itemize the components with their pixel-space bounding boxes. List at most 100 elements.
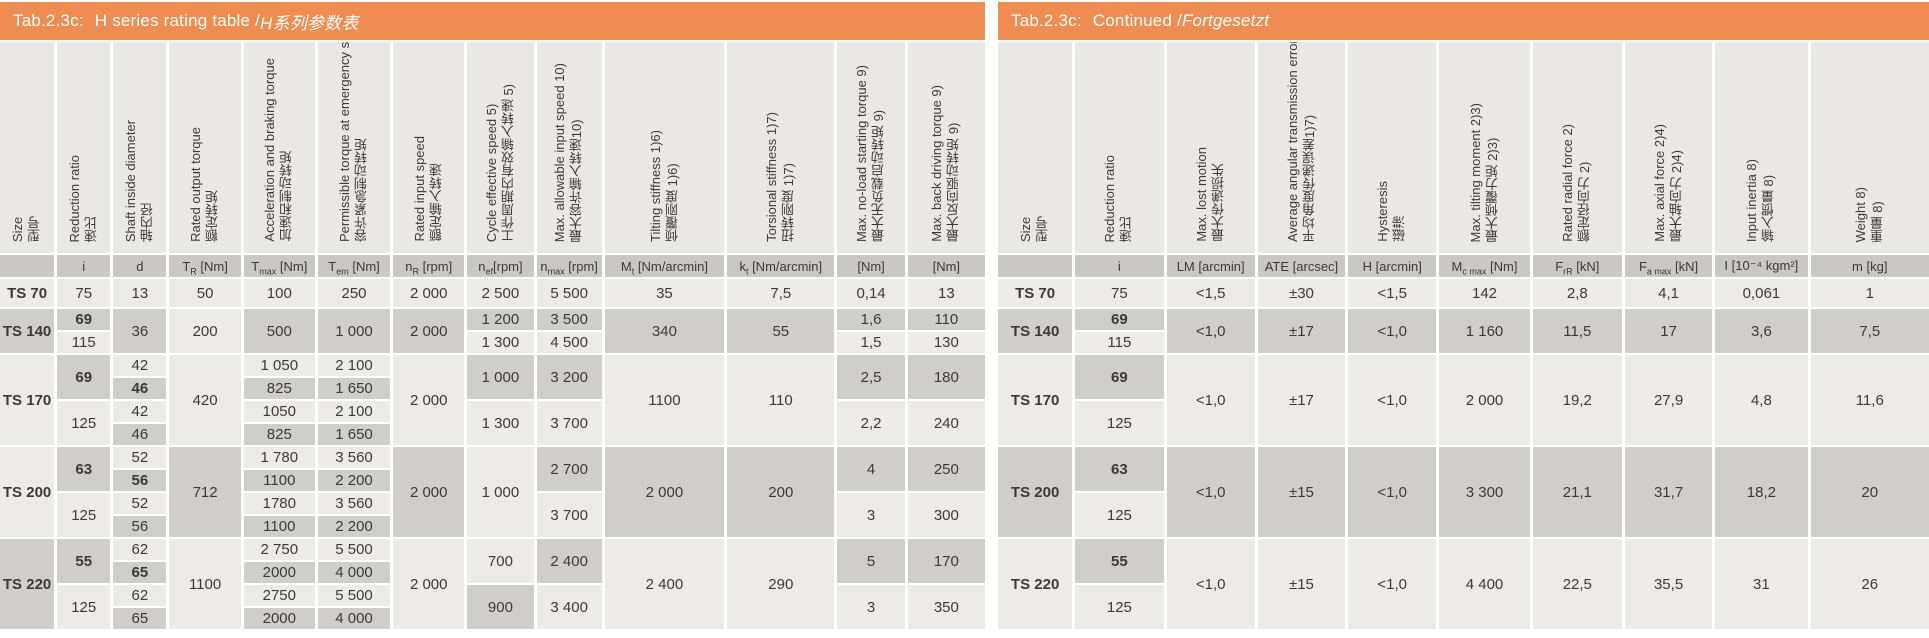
- col-header-rated-input-speed: Rated input speed 额定输入转速: [393, 42, 465, 253]
- value-cell: 2000: [243, 562, 315, 583]
- unit-cell: m [kg]: [1810, 255, 1929, 277]
- value-cell: <1,0: [1348, 447, 1437, 537]
- row-ts70: TS 70 75 <1,5 ±30 <1,5 142 2,8 4,1 0,061…: [998, 279, 1929, 307]
- unit-cell: kt [Nm/arcmin]: [727, 255, 835, 277]
- value-cell: 69: [57, 355, 111, 399]
- value-cell: 2 000: [393, 539, 465, 629]
- value-cell: ±15: [1257, 539, 1346, 629]
- col-header-acceleration-braking-torque: Acceleration and braking torque 加速和制动转矩: [243, 42, 315, 253]
- value-cell: 35,5: [1624, 539, 1713, 629]
- value-cell: 3 200: [536, 355, 602, 399]
- left-table-container: Size 型号 Reduction ratio 速比 Shaft inside di…: [0, 42, 985, 629]
- col-header-max-lost-motion: Max. lost motion 最大传递损失: [1166, 42, 1255, 253]
- row-ts170-2: 125: [998, 401, 1929, 445]
- right-table-title: Tab.2.3c: Continued / Fortgesetzt: [998, 2, 1929, 40]
- row-ts220-1: TS 220 55 62 1100 2 750 5 500 2 000 700 …: [0, 539, 985, 629]
- value-cell: 3 560: [317, 447, 391, 468]
- value-cell: 3,6: [1715, 309, 1808, 353]
- value-cell: 700: [467, 539, 534, 583]
- value-cell: <1,0: [1166, 447, 1255, 537]
- value-cell: 62: [113, 539, 167, 560]
- col-header-size: Size 型号: [0, 42, 55, 253]
- value-cell: 42: [113, 401, 167, 422]
- row-ts220-4: 65 2000 4 000: [0, 608, 985, 629]
- col-header-cycle-effective-speed: Cycle effective speed 5) 工作周期内有效输入转速 5): [467, 42, 534, 253]
- value-cell: 3 700: [536, 401, 602, 445]
- value-cell: 2 200: [317, 516, 391, 537]
- value-cell: 56: [113, 516, 167, 537]
- value-cell: 115: [57, 332, 111, 353]
- value-cell: 65: [113, 608, 167, 629]
- unit-cell: nmax [rpm]: [536, 255, 602, 277]
- table-number: Tab.2.3c:: [1011, 11, 1082, 30]
- unit-cell: i: [57, 255, 111, 277]
- col-header-size: Size 型号: [998, 42, 1073, 253]
- value-cell: 1: [1810, 279, 1929, 307]
- right-rating-table: Size 型号 Reduction ratio 速比 Max. lost motio…: [998, 42, 1929, 629]
- value-cell: 5 500: [317, 585, 391, 606]
- value-cell: 2 000: [1439, 355, 1530, 445]
- value-cell: ±17: [1257, 309, 1346, 353]
- value-cell: 3 400: [536, 585, 602, 629]
- value-cell: 240: [907, 401, 985, 445]
- row-header-ts220: TS 220: [0, 539, 55, 629]
- value-cell: 1 780: [243, 447, 315, 468]
- value-cell: 36: [113, 309, 167, 353]
- value-cell: 2 000: [393, 279, 465, 307]
- value-cell: 2,8: [1532, 279, 1622, 307]
- value-cell: 2000: [243, 608, 315, 629]
- value-cell: 100: [243, 279, 315, 307]
- row-header-ts140: TS 140: [0, 309, 55, 353]
- row-ts170-1: TS 170 69 42 420 1 050 2 100 2 000 1 000…: [0, 355, 985, 445]
- row-ts140-2: 115: [998, 332, 1929, 353]
- value-cell: 4,8: [1715, 355, 1808, 445]
- row-header-ts70: TS 70: [0, 279, 55, 307]
- value-cell: 69: [57, 309, 111, 330]
- col-header-hysteresis: Hysteresis 磁滞: [1348, 42, 1437, 253]
- row-ts200-2: 125: [998, 493, 1929, 537]
- unit-cell: Mt [Nm/arcmin]: [604, 255, 725, 277]
- row-header-ts140: TS 140: [998, 309, 1073, 353]
- value-cell: 1100: [243, 470, 315, 491]
- value-cell: 2 200: [317, 470, 391, 491]
- value-cell: 500: [243, 309, 315, 353]
- value-cell: 4 500: [536, 332, 602, 353]
- value-cell: 50: [169, 279, 241, 307]
- value-cell: 125: [1075, 401, 1164, 445]
- col-header-torsional-stiffness: Torsional stiffness 1)7) 扭转刚度 1)7): [727, 42, 835, 253]
- header-row: Size 型号 Reduction ratio 速比 Shaft inside di…: [0, 42, 985, 253]
- row-ts170-3: 125 42 1050 2 100 1 300 3 700 2,2 240: [0, 401, 985, 445]
- value-cell: 1100: [243, 516, 315, 537]
- value-cell: 5 500: [536, 279, 602, 307]
- value-cell: 2 100: [317, 401, 391, 422]
- value-cell: 180: [907, 355, 985, 399]
- left-rating-table: Size 型号 Reduction ratio 速比 Shaft inside di…: [0, 42, 985, 629]
- value-cell: 125: [1075, 493, 1164, 537]
- value-cell: 56: [113, 470, 167, 491]
- row-ts70: TS 70 75 13 50 100 250 2 000 2 500 5 500…: [0, 279, 985, 307]
- value-cell: 125: [1075, 585, 1164, 629]
- col-header-reduction-ratio: Reduction ratio 速比: [1075, 42, 1164, 253]
- value-cell: 0,061: [1715, 279, 1808, 307]
- unit-cell: [998, 255, 1073, 277]
- value-cell: 1 650: [317, 424, 391, 445]
- col-header-max-tilting-moment: Max. tilting moment 2)3) 最大倾覆力矩 2)3): [1439, 42, 1530, 253]
- unit-cell: LM [arcmin]: [1166, 255, 1255, 277]
- value-cell: 21,1: [1532, 447, 1622, 537]
- value-cell: 46: [113, 378, 167, 399]
- value-cell: 63: [1075, 447, 1164, 491]
- value-cell: 62: [113, 585, 167, 606]
- value-cell: 2 100: [317, 355, 391, 376]
- row-ts220-2: 65 2000 4 000: [0, 562, 985, 583]
- value-cell: 2 700: [536, 447, 602, 491]
- value-cell: 250: [317, 279, 391, 307]
- value-cell: 2 500: [467, 279, 534, 307]
- unit-cell: nef[rpm]: [467, 255, 534, 277]
- value-cell: 63: [57, 447, 111, 491]
- row-ts140-1: TS 140 69 36 200 500 1 000 2 000 1 200 3…: [0, 309, 985, 353]
- value-cell: 2,5: [837, 355, 905, 399]
- value-cell: 1780: [243, 493, 315, 514]
- row-ts170-1: TS 170 69 <1,0 ±17 <1,0 2 000 19,2 27,9 …: [998, 355, 1929, 445]
- value-cell: 55: [727, 309, 835, 353]
- value-cell: 1 000: [317, 309, 391, 353]
